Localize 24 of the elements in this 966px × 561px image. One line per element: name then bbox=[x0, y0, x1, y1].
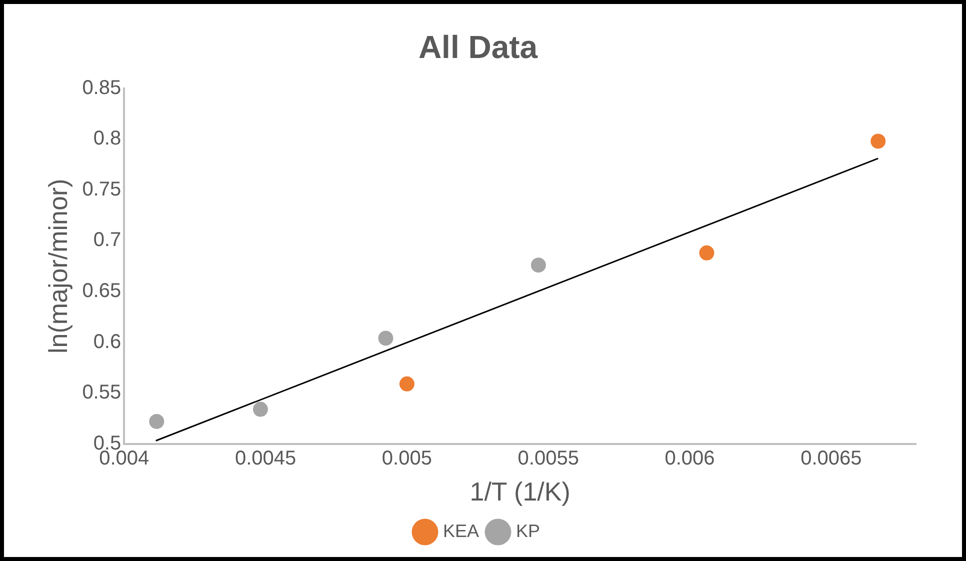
legend-label: KEA bbox=[442, 520, 480, 541]
x-tick-label: 0.0045 bbox=[234, 447, 296, 470]
x-tick-label: 0.006 bbox=[664, 447, 715, 470]
point bbox=[149, 414, 164, 429]
y-tick-label: 0.8 bbox=[93, 128, 122, 150]
y-tick-label: 0.75 bbox=[82, 178, 122, 200]
y-tick-label: 0.7 bbox=[93, 229, 122, 252]
point bbox=[399, 376, 414, 392]
chart-title: All Data bbox=[418, 29, 538, 66]
y-axis-title: ln(major/minor) bbox=[42, 178, 73, 354]
point bbox=[530, 258, 546, 273]
point bbox=[252, 402, 268, 417]
point bbox=[378, 330, 394, 346]
x-tick-label: 0.0065 bbox=[800, 447, 862, 470]
y-tick-label: 0.85 bbox=[82, 76, 122, 99]
y-tick-label: 0.65 bbox=[82, 280, 122, 302]
y-tick-label: 0.55 bbox=[82, 382, 122, 404]
x-tick-label: 0.0055 bbox=[518, 447, 579, 470]
x-axis-title: 1/T (1/K) bbox=[470, 476, 570, 507]
x-tick-label: 0.005 bbox=[382, 447, 432, 470]
point bbox=[870, 134, 886, 149]
point bbox=[699, 245, 714, 260]
y-tick-label: 0.6 bbox=[93, 330, 122, 353]
legend-label: KP bbox=[516, 520, 540, 541]
